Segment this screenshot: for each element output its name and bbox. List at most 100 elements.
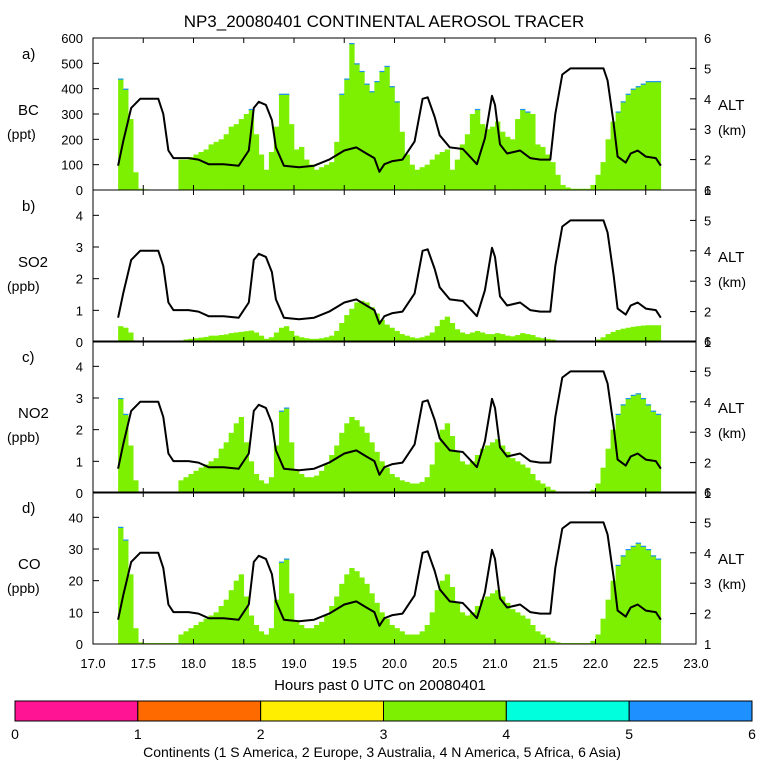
panel-c-unit-label: (ppb) [7, 429, 40, 445]
panel-d-bar [650, 555, 657, 644]
panel-a-ytick-label: 500 [61, 56, 83, 71]
panel-c-alt-unit: (km) [718, 425, 746, 441]
panel-a-bar-asia-cap [369, 91, 375, 93]
x-tick-label: 22.0 [583, 656, 608, 671]
panel-c-bar [354, 420, 360, 493]
panel-a-bar [434, 154, 441, 190]
panel-a-bar [630, 88, 636, 190]
panel-a-bar-asia-cap [474, 108, 481, 111]
panel-c-bar-asia-cap [635, 393, 642, 395]
panel-c-bar-asia-cap [645, 404, 652, 406]
panel-d-bar [268, 628, 275, 644]
panel-b-bar [118, 326, 124, 342]
panel-a-bar [228, 126, 235, 190]
panel-d-bar-asia-cap [118, 526, 124, 529]
panel-d-ytick-label: 0 [76, 637, 83, 652]
panel-c-bar [645, 404, 652, 493]
panel-b-bar [314, 338, 320, 342]
panel-a-bar [620, 101, 626, 190]
panel-c-bar [304, 477, 310, 493]
panel-c-bar [379, 461, 385, 493]
panel-d-bar-asia-cap [620, 555, 626, 557]
panel-c-bar-asia-cap [283, 407, 290, 409]
panel-a-alt-tick-label: 4 [704, 92, 711, 107]
panel-d-bar [414, 634, 420, 644]
panel-b-ytick-label: 3 [76, 240, 83, 255]
panel-b-bar [364, 302, 370, 342]
panel-c-bar [193, 470, 199, 493]
panel-d-bar [294, 621, 300, 644]
panel-c-bar [263, 483, 270, 493]
panel-c-bar [314, 475, 320, 493]
panel-b-bar [253, 332, 260, 342]
panel-a-bar [379, 70, 385, 190]
panel-a-bar [268, 152, 275, 190]
panel-a-bar [515, 119, 521, 190]
panel-b-bar [484, 334, 491, 342]
panel-a-bar [329, 162, 335, 190]
panel-d-bar [645, 549, 652, 644]
panel-a-bar [359, 70, 365, 190]
panel-c-bar [243, 442, 250, 493]
panel-b-tag: b) [22, 198, 35, 215]
panel-c-bar [635, 393, 642, 493]
panel-d-bar-asia-cap [625, 549, 631, 551]
panel-d-bar [273, 599, 280, 644]
colorbar-segment [260, 700, 385, 722]
panel-a-bar [505, 136, 511, 190]
panel-a-bar [600, 162, 606, 190]
panel-b-bar [283, 326, 290, 342]
panel-c-species-label: NO2 [18, 405, 49, 422]
panel-c: 0 1 2 3 4 1 2 3 4 5 6 c) NO2 (ppb) ALT (km) [7, 334, 746, 501]
panel-d-bar [550, 640, 556, 644]
panel-b-alt-tick-label: 2 [704, 305, 711, 320]
panel-a-unit-label: (ppt) [7, 126, 36, 142]
panel-d-bar [394, 628, 400, 644]
panel-c-alt-tick-label: 5 [704, 364, 711, 379]
panel-c-bar [374, 451, 380, 493]
panel-a-bar [645, 81, 652, 190]
panel-a-bar [258, 154, 265, 190]
panel-b-bar [228, 333, 235, 342]
panel-c-bar [459, 461, 466, 493]
panel-d-bar [444, 574, 451, 644]
panel-b-bar [384, 324, 390, 342]
panel-b-bar [304, 338, 310, 342]
panel-d-alt-tick-label: 2 [704, 607, 711, 622]
panel-a-bar-asia-cap [349, 43, 355, 45]
panel-c-bar [178, 480, 184, 493]
panel-c-bar [505, 451, 511, 493]
panel-b-bar [123, 327, 129, 342]
panel-a-bar [575, 188, 581, 190]
panel-c-bar [424, 477, 430, 493]
panel-a-alt-unit: (km) [718, 122, 746, 138]
panel-b-bars [118, 300, 662, 342]
panel-a-bar [399, 131, 405, 190]
panel-a-altitude-line [117, 67, 662, 173]
panel-a-bar [248, 108, 255, 190]
panel-a-bar-asia-cap [364, 83, 370, 85]
panel-d-bars [118, 526, 662, 644]
panel-b-bar [188, 338, 194, 342]
panel-c-bar [288, 442, 295, 493]
panel-b-bar [540, 338, 546, 342]
panel-b-bar [309, 338, 315, 342]
panel-d-bar [309, 628, 315, 644]
x-axis-label: Hours past 0 UTC on 20080401 [274, 677, 486, 694]
panel-d-bar [374, 602, 380, 644]
panel-c-bar [334, 445, 340, 493]
panel-c-bar [449, 436, 456, 493]
panel-c-bar [208, 461, 214, 493]
panel-d-bar [213, 612, 219, 644]
panel-b-bar [334, 330, 340, 342]
panel-c-bar [595, 483, 601, 493]
panel-b-bar [635, 326, 642, 342]
chart-title: NP3_20080401 CONTINENTAL AEROSOL TRACER [184, 12, 585, 31]
colorbar-tick-label: 1 [134, 726, 142, 742]
panel-a-alt-tick-label: 5 [704, 61, 711, 76]
panel-a-alt-tick-label: 2 [704, 153, 711, 168]
panel-d-bar [545, 637, 551, 644]
panel-a-bar-asia-cap [394, 101, 400, 103]
panel-a-bar [384, 65, 390, 190]
